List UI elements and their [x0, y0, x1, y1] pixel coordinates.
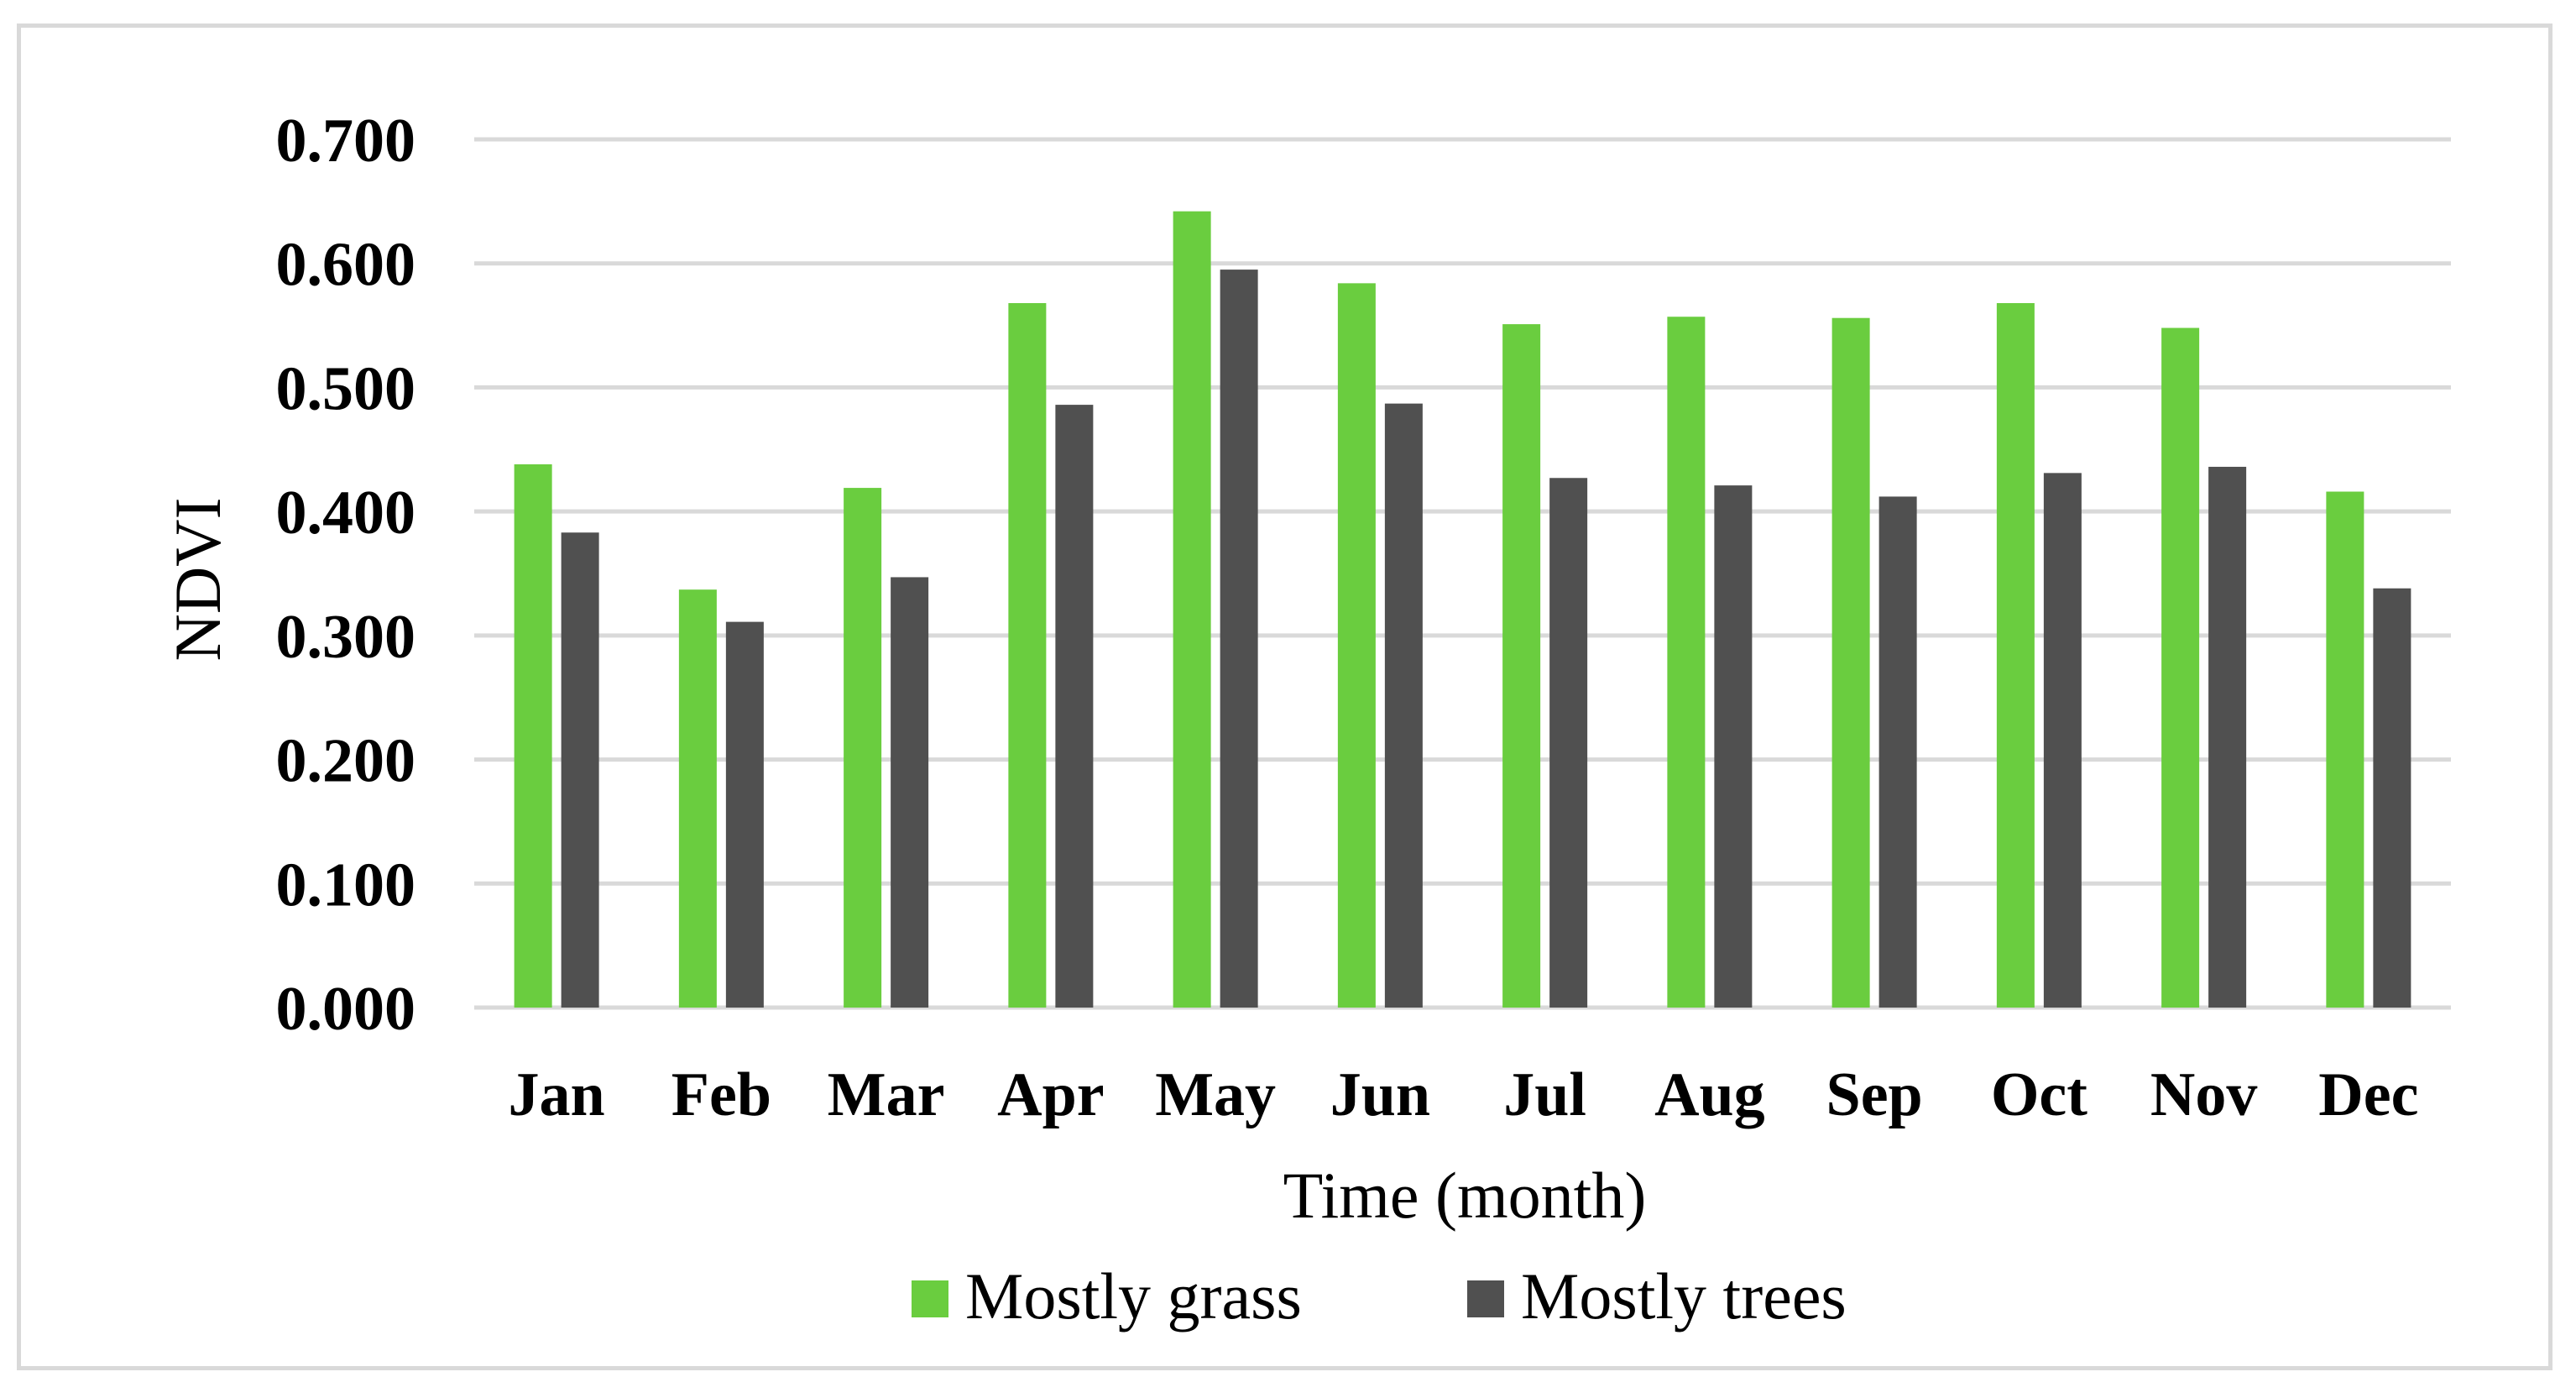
bar-mostly-grass-jul [1502, 324, 1541, 1008]
y-tick-label: 0.400 [276, 479, 416, 547]
bar-mostly-trees-dec [2373, 588, 2411, 1008]
x-tick-label-oct: Oct [1991, 1060, 2087, 1129]
y-tick-label: 0.000 [276, 975, 416, 1044]
bar-mostly-grass-apr [1008, 302, 1047, 1008]
x-axis-ticks: Jan Feb Mar Apr May Jun Jul Aug Sep Oct Nov Dec [509, 1060, 2419, 1129]
x-tick-label-may: May [1155, 1060, 1276, 1129]
bar-mostly-grass-sep [1831, 317, 1870, 1008]
legend-swatch-mostly-grass [912, 1280, 948, 1317]
x-tick-label-jul: Jul [1503, 1060, 1586, 1129]
y-axis-ticks: 0.000 0.100 0.200 0.300 0.400 0.500 0.600 0.700 [276, 107, 416, 1044]
x-tick-label-jan: Jan [509, 1060, 605, 1129]
bar-mostly-trees-jun [1384, 403, 1423, 1008]
x-tick-label-aug: Aug [1654, 1060, 1765, 1129]
legend-swatch-mostly-trees [1467, 1280, 1504, 1317]
legend-label-mostly-trees: Mostly trees [1521, 1259, 1847, 1333]
y-axis-title: NDVI [161, 498, 234, 662]
bar-mostly-trees-apr [1055, 405, 1094, 1008]
bar-mostly-grass-mar [844, 488, 882, 1008]
x-axis-title: Time (month) [1283, 1159, 1647, 1232]
legend-label-mostly-grass: Mostly grass [965, 1259, 1302, 1333]
y-tick-label: 0.100 [276, 851, 416, 919]
bar-mostly-grass-jan [514, 464, 552, 1008]
bar-mostly-trees-jul [1549, 478, 1588, 1008]
y-tick-label: 0.500 [276, 354, 416, 423]
bar-mostly-grass-jun [1337, 283, 1376, 1008]
x-tick-label-nov: Nov [2150, 1060, 2257, 1129]
bar-mostly-trees-oct [2043, 473, 2082, 1008]
chart-frame [17, 24, 2552, 1370]
bar-mostly-trees-sep [1878, 496, 1917, 1008]
bar-mostly-trees-feb [725, 621, 764, 1008]
legend: Mostly grass Mostly trees [912, 1259, 1847, 1333]
x-tick-label-mar: Mar [828, 1060, 945, 1129]
y-tick-label: 0.700 [276, 107, 416, 175]
bar-mostly-grass-may [1173, 211, 1211, 1008]
bar-mostly-grass-feb [678, 589, 717, 1008]
bar-mostly-grass-nov [2161, 327, 2200, 1008]
y-tick-label: 0.300 [276, 603, 416, 672]
bar-mostly-trees-mar [891, 577, 929, 1008]
x-tick-label-dec: Dec [2318, 1060, 2418, 1129]
bar-mostly-trees-jan [561, 532, 599, 1008]
y-tick-label: 0.200 [276, 727, 416, 796]
bars [514, 211, 2411, 1008]
x-tick-label-jun: Jun [1330, 1060, 1430, 1129]
bar-mostly-grass-dec [2326, 491, 2364, 1008]
gridlines [474, 137, 2451, 1010]
x-tick-label-apr: Apr [997, 1060, 1104, 1129]
x-tick-label-sep: Sep [1826, 1060, 1923, 1129]
bar-mostly-grass-oct [1996, 302, 2035, 1008]
bar-mostly-trees-aug [1714, 485, 1753, 1008]
bar-mostly-trees-may [1220, 270, 1258, 1008]
bar-mostly-grass-aug [1667, 317, 1706, 1008]
y-tick-label: 0.600 [276, 231, 416, 300]
x-tick-label-feb: Feb [671, 1060, 771, 1129]
bar-mostly-trees-nov [2208, 466, 2247, 1008]
